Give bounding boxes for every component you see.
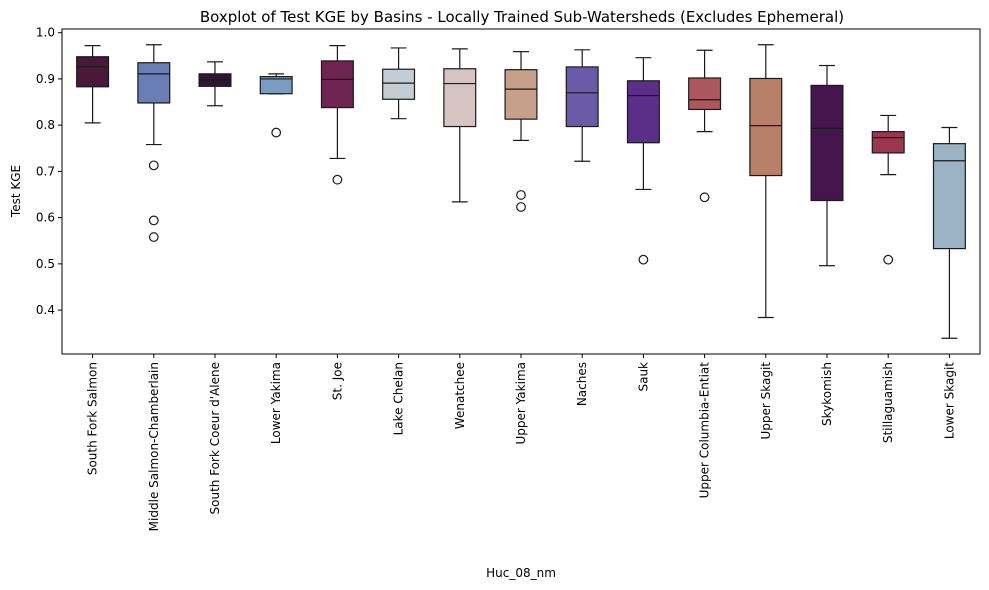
box-group: [259, 73, 293, 138]
x-tick-label: Middle Salmon-Chamberlain: [147, 362, 161, 531]
outlier-point: [148, 232, 159, 242]
x-axis: South Fork Salmon Middle Salmon-Chamberla…: [86, 354, 956, 531]
x-tick-label: Upper Columbia-Entiat: [698, 362, 712, 499]
outlier-point: [271, 127, 282, 138]
y-tick-label: 0.6: [36, 211, 55, 225]
box-group: [749, 44, 783, 319]
box-group: [137, 44, 171, 242]
box-group: [443, 48, 477, 203]
box: [626, 80, 660, 144]
box-group: [565, 49, 599, 162]
box: [749, 77, 783, 177]
box-group: [504, 51, 538, 212]
box: [932, 143, 966, 250]
x-tick-label: Upper Skagit: [759, 362, 773, 440]
box-group: [932, 126, 966, 339]
outlier-point: [516, 190, 526, 200]
chart-title: Boxplot of Test KGE by Basins - Locally …: [200, 8, 844, 26]
box: [810, 84, 844, 202]
x-tick-label: Lower Skagit: [942, 362, 956, 439]
y-tick-label: 0.9: [36, 72, 55, 86]
box: [443, 68, 477, 128]
outlier-point: [883, 254, 894, 265]
y-axis-label: Test KGE: [9, 165, 23, 218]
outlier-point: [332, 174, 343, 185]
outlier-point: [148, 160, 159, 171]
box-group: [810, 64, 844, 267]
y-tick-label: 0.5: [36, 257, 55, 271]
outlier-point: [148, 215, 159, 226]
x-tick-label: Naches: [575, 362, 589, 406]
box: [259, 76, 293, 95]
box: [137, 62, 171, 104]
x-tick-label: St. Joe: [330, 362, 344, 400]
box: [565, 66, 599, 128]
x-tick-label: Skykomish: [820, 362, 834, 426]
x-tick-label: Stillaguamish: [881, 362, 895, 443]
x-tick-label: Sauk: [636, 362, 650, 392]
x-tick-label: Lower Yakima: [269, 362, 283, 444]
y-tick-label: 0.8: [36, 118, 55, 132]
x-tick-label: South Fork Coeur d'Alene: [208, 362, 222, 515]
y-tick-label: 1.0: [36, 26, 55, 40]
box: [688, 77, 722, 111]
outlier-point: [638, 254, 649, 265]
box-group: [626, 57, 660, 265]
outlier-point: [699, 192, 710, 203]
y-tick-label: 0.4: [36, 303, 55, 317]
box-group: [688, 49, 722, 203]
y-tick-label: 0.7: [36, 164, 55, 178]
box: [382, 68, 416, 100]
box: [871, 131, 905, 154]
x-tick-label: South Fork Salmon: [86, 362, 100, 475]
x-tick-label: Upper Yakima: [514, 362, 528, 445]
box: [76, 56, 110, 88]
box-group: [198, 61, 232, 107]
plot-frame: [61, 28, 981, 355]
box: [504, 69, 538, 120]
x-axis-label: Huc_08_nm: [486, 566, 556, 580]
box-group: [382, 47, 416, 120]
boxes-layer: [76, 44, 966, 339]
outlier-point: [516, 202, 526, 212]
box-group: [76, 45, 110, 124]
y-axis: 0.4 0.5 0.6 0.7 0.8 0.9 1.0: [36, 26, 62, 317]
box-group: [871, 114, 905, 265]
x-tick-label: Lake Chelan: [392, 362, 406, 435]
box-group: [320, 45, 354, 185]
x-tick-label: Wenatchee: [453, 362, 467, 429]
box: [320, 60, 354, 109]
